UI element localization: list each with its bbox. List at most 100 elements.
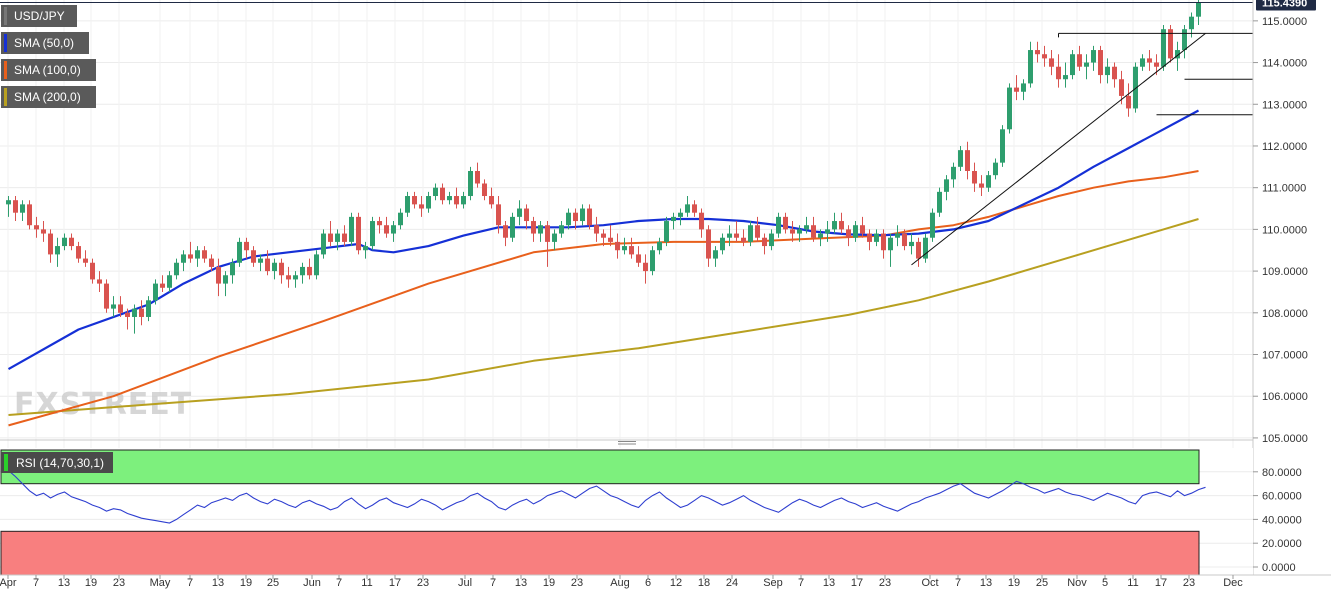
time-tick-label: 19 (240, 577, 252, 589)
time-tick-label: 13 (212, 577, 224, 589)
candle (636, 246, 641, 267)
candle (335, 229, 340, 251)
candle-body (363, 246, 368, 251)
candle-body (755, 225, 760, 238)
price-axis[interactable]: 105.0000 106.0000 107.0000 108.0000 109.0000… (1252, 0, 1316, 575)
candle-body (1119, 79, 1124, 96)
candle-body (559, 225, 564, 234)
candle (426, 191, 431, 213)
rsi-tick-label: 80.0000 (1262, 467, 1302, 479)
candle-body (62, 237, 67, 247)
candle-body (713, 250, 718, 259)
candle (510, 212, 515, 242)
candle (1084, 54, 1089, 80)
candle-body (1049, 58, 1054, 67)
candle-body (832, 221, 837, 230)
candle-body (902, 233, 907, 247)
rsi-axis-ticks: 0.0000 20.0000 40.0000 60.0000 80.0000 (1253, 467, 1302, 574)
time-axis[interactable]: Apr 7 13 19 23 May 7 13 19 25 Jun 7 11 17 23 Jul 7 13 19 23… (0, 574, 1331, 589)
rsi-legend[interactable]: RSI (14,70,30,1) (1, 452, 113, 473)
time-tick-label: 11 (1127, 577, 1138, 589)
time-tick-label: 7 (798, 577, 804, 589)
candle (160, 275, 165, 292)
candle (454, 187, 459, 209)
legend-item[interactable]: USD/JPY (1, 5, 77, 27)
time-tick-label: 12 (670, 577, 682, 589)
candle-body (370, 221, 375, 247)
candle-body (97, 279, 102, 284)
candle-body (874, 233, 879, 242)
candle-body (146, 300, 151, 317)
candle (832, 212, 837, 234)
candle-body (83, 258, 88, 263)
candle (790, 221, 795, 242)
candle-body (1014, 87, 1019, 92)
candle-body (1133, 66, 1138, 109)
candle-body (475, 170, 480, 184)
candle (1028, 41, 1033, 88)
candle (377, 216, 382, 234)
candle-body (552, 233, 557, 242)
candle (881, 229, 886, 259)
candle (433, 183, 438, 201)
candle-body (615, 241, 620, 251)
legend-item-bg (1, 5, 77, 27)
candle-body (937, 191, 942, 213)
candle-body (685, 204, 690, 213)
candle-body (972, 170, 977, 184)
candle (643, 254, 648, 284)
candle (622, 237, 627, 255)
candle-body (447, 196, 452, 201)
candle (237, 237, 242, 267)
candle (90, 258, 95, 284)
candle-body (545, 225, 550, 242)
candle (370, 216, 375, 251)
candle (1126, 83, 1131, 117)
candle-body (804, 225, 809, 230)
candle (538, 221, 543, 242)
candle (1182, 25, 1187, 59)
legend-item[interactable]: SMA (100,0) (1, 59, 96, 81)
chart-legend[interactable]: USD/JPY SMA (50,0) SMA (100,0) SMA (200,0) (1, 5, 96, 108)
candle (1091, 45, 1096, 71)
candle-body (580, 208, 585, 222)
candle (818, 229, 823, 247)
candle (517, 200, 522, 226)
candle-body (867, 233, 872, 242)
candle-body (412, 196, 417, 205)
candle-body (839, 221, 844, 230)
legend-item[interactable]: SMA (50,0) (1, 32, 89, 54)
candle (482, 179, 487, 201)
time-tick-label: 23 (417, 577, 429, 589)
candle-body (223, 275, 228, 284)
candle (874, 229, 879, 247)
candle (41, 221, 46, 242)
panel-splitter[interactable] (0, 439, 1253, 445)
candle (1168, 25, 1173, 63)
candle-body (636, 254, 641, 263)
candle (153, 279, 158, 305)
candle (678, 208, 683, 226)
candle (755, 216, 760, 242)
candle (748, 221, 753, 247)
candle (916, 237, 921, 267)
time-tick-label: Oct (921, 577, 938, 589)
candle (1007, 83, 1012, 134)
price-tick-label: 105.0000 (1262, 433, 1308, 445)
time-tick-label: 13 (58, 577, 70, 589)
candle-body (496, 204, 501, 226)
legend-label: SMA (100,0) (14, 63, 81, 77)
candle (629, 237, 634, 259)
ascending-trendline[interactable] (911, 32, 1206, 266)
candle (384, 216, 389, 238)
rsi-legend-swatch (4, 454, 8, 471)
candle (545, 221, 550, 267)
candle (958, 145, 963, 171)
candle-body (692, 204, 697, 213)
candle (902, 229, 907, 251)
candle (293, 271, 298, 288)
legend-item[interactable]: SMA (200,0) (1, 86, 96, 108)
candle-body (958, 150, 963, 167)
legend-item-bg (1, 32, 89, 54)
candle (741, 229, 746, 247)
